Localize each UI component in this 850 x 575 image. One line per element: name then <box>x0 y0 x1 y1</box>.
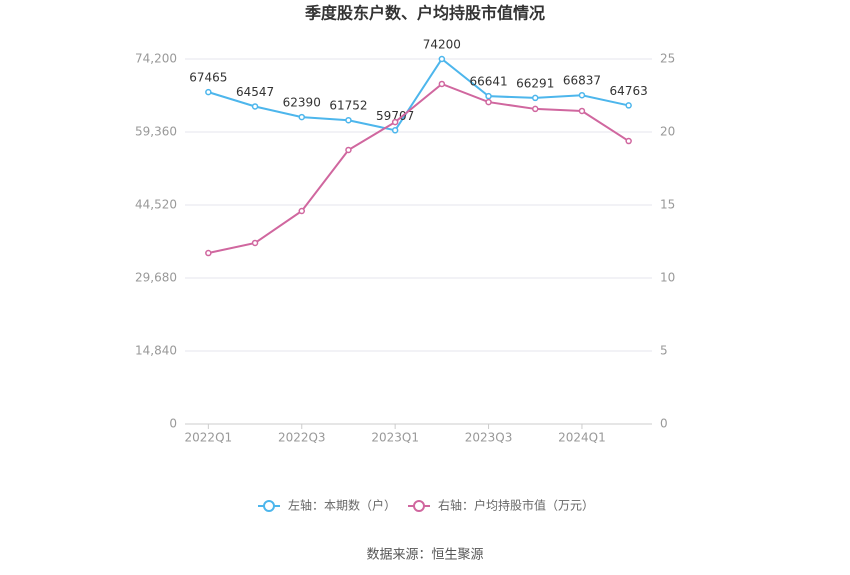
point <box>438 80 446 88</box>
point <box>205 88 212 96</box>
point <box>391 118 399 126</box>
source: 数据来源：恒生聚源 <box>366 548 483 563</box>
point <box>205 249 212 257</box>
value-label: 59707 <box>376 109 414 123</box>
point <box>438 55 446 63</box>
y-tick-label: 14,840 <box>135 344 177 358</box>
value-label: 74200 <box>423 38 461 52</box>
legend-marker <box>263 500 275 512</box>
value-label: 61752 <box>329 99 367 113</box>
y-tick-label: 59,360 <box>135 125 177 139</box>
point <box>298 113 305 121</box>
point <box>345 116 352 124</box>
y2-tick-label: 20 <box>660 125 675 139</box>
y-tick-label: 74,200 <box>135 52 177 66</box>
y2-tick-label: 0 <box>660 417 668 431</box>
y-tick-label: 29,680 <box>135 271 177 285</box>
value-label: 66641 <box>469 75 507 89</box>
x-tick-label: 2022Q3 <box>278 431 326 445</box>
y2-tick-label: 15 <box>660 198 675 212</box>
value-label: 66837 <box>563 74 601 88</box>
y2-tick-label: 5 <box>660 344 668 358</box>
point <box>532 105 539 113</box>
point <box>251 103 259 110</box>
point <box>251 239 259 247</box>
point <box>485 92 492 100</box>
point <box>578 107 586 115</box>
y-tick-label: 0 <box>169 417 177 431</box>
point <box>578 91 586 99</box>
value-label: 64547 <box>236 85 274 99</box>
x-tick-label: 2023Q1 <box>371 431 419 445</box>
x-tick-label: 2022Q1 <box>185 431 233 445</box>
value-label: 62390 <box>283 96 321 110</box>
y2-tick-label: 25 <box>660 52 675 66</box>
legend-marker <box>413 500 425 512</box>
value-label: 66291 <box>516 76 554 90</box>
y-tick-label: 44,520 <box>135 198 177 212</box>
point <box>625 137 632 145</box>
point <box>485 98 492 106</box>
y2-tick-label: 10 <box>660 271 675 285</box>
chart-title: 季度股东户数、户均持股市值情况 <box>304 4 545 23</box>
point <box>345 146 352 154</box>
point <box>298 207 305 215</box>
point <box>625 102 632 109</box>
value-label: 64763 <box>610 84 648 98</box>
series-line <box>208 57 629 132</box>
series-line <box>208 82 630 255</box>
x-tick-label: 2024Q1 <box>558 431 606 445</box>
x-tick-label: 2023Q3 <box>465 431 513 445</box>
point <box>532 94 539 102</box>
value-label: 67465 <box>189 71 227 85</box>
legend-label: 右轴：户均持股市值（万元） <box>438 498 594 513</box>
point <box>391 127 399 134</box>
legend-label: 左轴：本期数（户） <box>288 498 396 513</box>
